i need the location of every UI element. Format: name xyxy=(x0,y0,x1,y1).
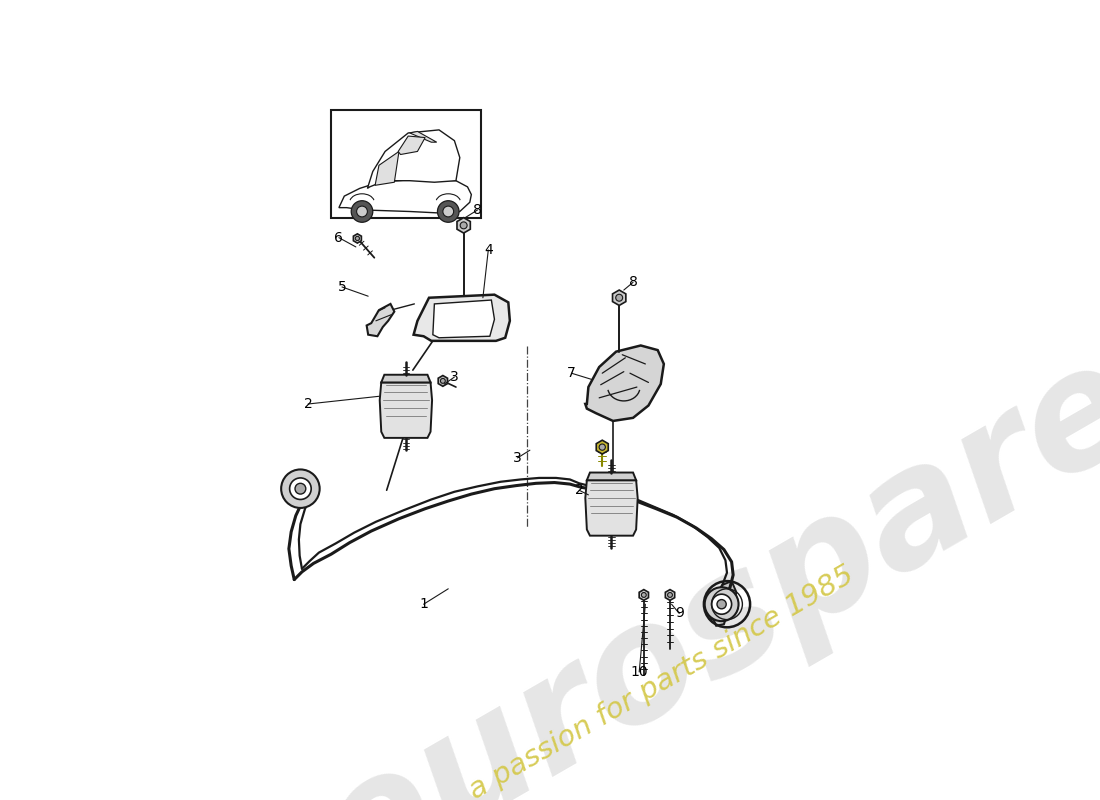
Text: 6: 6 xyxy=(334,230,343,245)
Circle shape xyxy=(460,222,467,229)
Circle shape xyxy=(443,206,453,217)
Text: 3: 3 xyxy=(450,370,459,384)
Polygon shape xyxy=(596,440,608,454)
Circle shape xyxy=(289,478,311,499)
Text: eurospares: eurospares xyxy=(295,277,1100,800)
Text: 1: 1 xyxy=(419,597,428,611)
Polygon shape xyxy=(707,600,727,626)
Text: 7: 7 xyxy=(568,366,575,380)
Polygon shape xyxy=(366,304,395,336)
Text: 5: 5 xyxy=(338,280,346,294)
Polygon shape xyxy=(433,300,495,338)
Circle shape xyxy=(356,206,367,217)
Polygon shape xyxy=(339,179,472,213)
Circle shape xyxy=(668,593,672,598)
Text: 10: 10 xyxy=(630,665,648,679)
Polygon shape xyxy=(367,130,460,188)
Polygon shape xyxy=(613,290,626,306)
Polygon shape xyxy=(375,151,399,186)
Polygon shape xyxy=(666,590,674,600)
Polygon shape xyxy=(414,294,510,341)
Circle shape xyxy=(717,599,726,609)
Circle shape xyxy=(600,444,605,450)
Circle shape xyxy=(712,594,732,614)
Polygon shape xyxy=(639,590,649,600)
Circle shape xyxy=(616,294,623,302)
Polygon shape xyxy=(398,136,425,154)
Polygon shape xyxy=(409,131,437,142)
Polygon shape xyxy=(585,480,638,536)
Text: 8: 8 xyxy=(628,275,638,290)
Polygon shape xyxy=(353,234,362,243)
Polygon shape xyxy=(379,382,432,438)
Circle shape xyxy=(282,470,320,508)
Polygon shape xyxy=(708,581,736,619)
Polygon shape xyxy=(382,374,430,382)
Circle shape xyxy=(355,236,360,241)
Text: 2: 2 xyxy=(304,397,312,411)
Text: 9: 9 xyxy=(674,606,684,621)
Bar xyxy=(331,110,482,218)
Text: 4: 4 xyxy=(484,243,493,257)
Circle shape xyxy=(440,378,446,383)
Circle shape xyxy=(351,201,373,222)
Circle shape xyxy=(295,483,306,494)
Polygon shape xyxy=(587,473,636,480)
Circle shape xyxy=(705,587,738,621)
Text: a passion for parts since 1985: a passion for parts since 1985 xyxy=(464,561,859,800)
Text: 8: 8 xyxy=(473,203,482,217)
Polygon shape xyxy=(585,346,664,421)
Polygon shape xyxy=(456,218,471,233)
Text: 2: 2 xyxy=(575,483,583,498)
Text: 3: 3 xyxy=(514,451,521,465)
Polygon shape xyxy=(438,375,448,386)
Circle shape xyxy=(641,593,647,598)
Circle shape xyxy=(438,201,459,222)
